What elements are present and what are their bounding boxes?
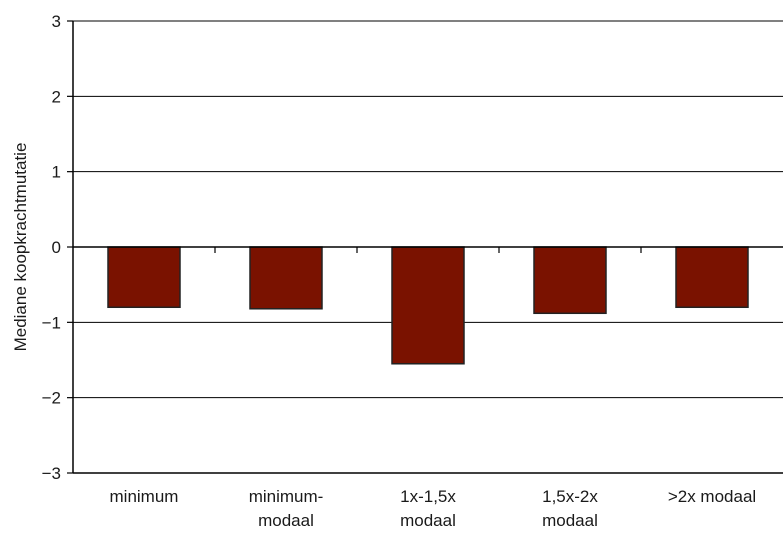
axes [67,20,783,474]
x-category-label: minimum [110,487,179,506]
gridlines [73,20,783,399]
y-tick-labels: 3 2 1 0 −1 −2 −3 [42,12,61,483]
x-category-label: >2x modaal [668,487,756,506]
bar [107,246,181,309]
y-axis-label: Mediane koopkrachtmutatie [11,143,30,352]
y-tick-label: −1 [42,313,61,332]
bars [107,246,749,365]
y-tick-label: 0 [52,238,61,257]
y-tick-label: −2 [42,389,61,408]
y-tick-label: −3 [42,464,61,483]
x-tick-labels: minimum minimum-modaal 1x-1,5x modaal 1,5x-2… [110,487,757,530]
bar [249,246,323,310]
y-tick-label: 3 [52,12,61,31]
y-tick-label: 2 [52,87,61,106]
x-category-label: 1x-1,5x modaal [400,487,456,530]
y-tick-label: 1 [52,163,61,182]
bar [391,246,465,365]
x-category-label: minimum-modaal [249,487,324,530]
bar [675,246,749,309]
bar [533,246,607,315]
x-category-label: 1,5x-2x modaal [542,487,598,530]
